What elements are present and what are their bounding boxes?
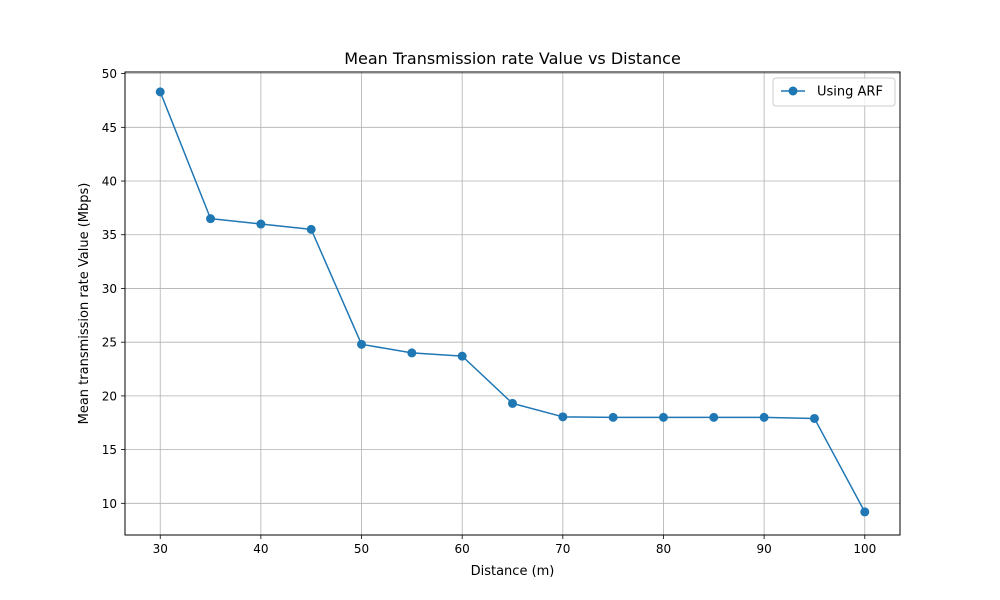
x-tick-label: 90 — [756, 542, 771, 556]
x-tick-label: 30 — [153, 542, 168, 556]
legend-label: Using ARF — [817, 85, 883, 100]
y-tick-label: 40 — [102, 175, 117, 189]
y-axis-label: Mean transmission rate Value (Mbps) — [77, 183, 92, 425]
x-tick-label: 40 — [253, 542, 268, 556]
legend: Using ARF — [772, 77, 896, 107]
x-tick-label: 50 — [354, 542, 369, 556]
data-point — [608, 412, 618, 422]
grid-lines — [125, 72, 900, 535]
data-point — [306, 224, 316, 234]
y-tick-label: 15 — [102, 443, 117, 457]
data-point — [508, 398, 517, 408]
chart-title: Mean Transmission rate Value vs Distance — [344, 49, 681, 68]
legend-marker-sample — [788, 86, 798, 96]
x-tick-label: 80 — [656, 542, 671, 556]
y-tick-label: 35 — [102, 228, 117, 242]
x-tick-label: 100 — [853, 542, 876, 556]
data-point — [206, 214, 216, 224]
x-tick-label: 60 — [455, 542, 470, 556]
y-tick-label: 50 — [102, 67, 117, 81]
y-tick-label: 45 — [102, 121, 117, 135]
y-tick-label: 30 — [102, 282, 117, 296]
y-tick-label: 25 — [102, 336, 117, 350]
data-point — [155, 87, 165, 97]
plot-area-frame — [124, 71, 901, 536]
data-point — [407, 348, 417, 358]
data-series — [155, 87, 870, 517]
data-point — [457, 351, 467, 361]
data-point — [759, 412, 769, 422]
x-axis-label: Distance (m) — [471, 564, 555, 579]
data-point — [558, 412, 568, 422]
data-point — [357, 339, 367, 349]
data-point — [860, 507, 870, 517]
y-tick-label: 20 — [102, 389, 117, 403]
data-point — [809, 413, 819, 423]
x-tick-label: 70 — [555, 542, 570, 556]
legend-frame — [772, 77, 896, 107]
data-point — [709, 412, 719, 422]
axis-ticks: 30 40 50 60 70 80 90 100 10 15 20 25 30 35 40 45 50 — [102, 67, 877, 556]
y-tick-label: 10 — [102, 497, 117, 511]
data-point — [256, 219, 266, 229]
data-point — [658, 412, 668, 422]
